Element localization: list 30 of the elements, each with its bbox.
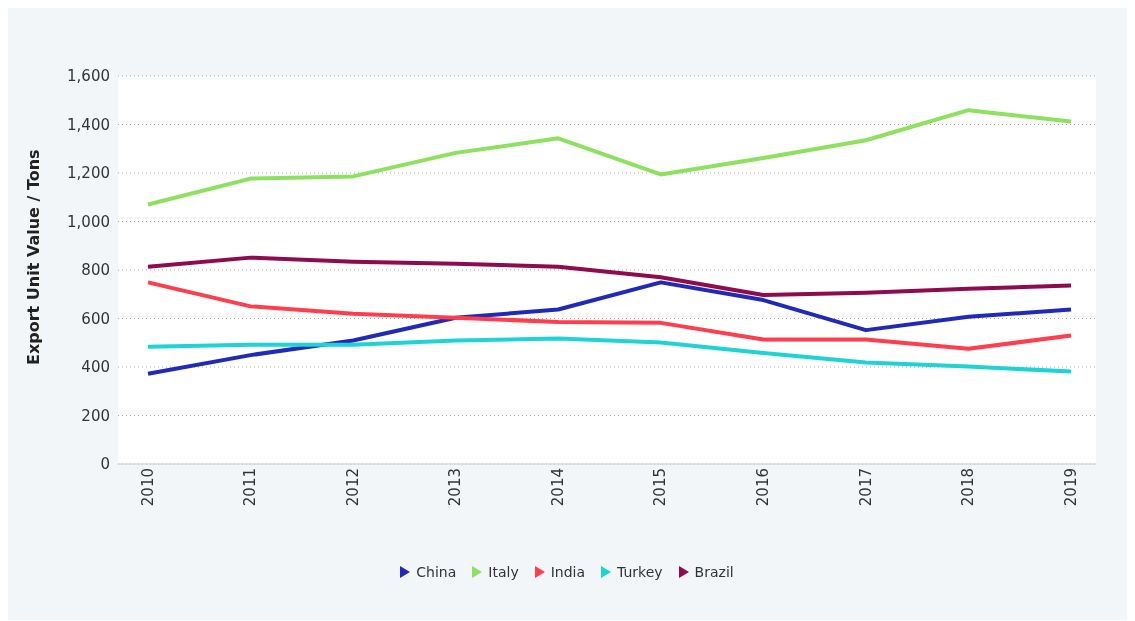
y-tick-label: 800 (81, 261, 110, 280)
x-tick-label: 2013 (446, 468, 465, 507)
y-tick-label: 1,600 (67, 67, 110, 86)
y-tick-label: 200 (81, 406, 110, 425)
x-tick-label: 2017 (856, 468, 875, 507)
x-tick-label: 2019 (1061, 468, 1080, 507)
y-tick-label: 0 (100, 455, 110, 474)
line-series (146, 108, 1073, 207)
legend-label: Turkey (617, 564, 663, 580)
x-tick-label: 2011 (241, 468, 260, 507)
y-tick-label: 1,200 (67, 164, 110, 183)
line-series (146, 280, 1073, 376)
legend-label: China (416, 564, 457, 580)
y-tick-label: 600 (81, 309, 110, 328)
y-tick-label: 400 (81, 358, 110, 377)
x-tick-label: 2016 (753, 468, 772, 507)
line-series (146, 336, 1073, 374)
y-tick-label: 1,000 (67, 212, 110, 231)
y-tick-label: 1,400 (67, 115, 110, 134)
line-series (146, 255, 1073, 297)
x-tick-label: 2018 (959, 468, 978, 507)
x-tick-label: 2015 (651, 468, 670, 507)
legend-label: Brazil (694, 564, 734, 580)
line-series (146, 280, 1073, 351)
x-tick-label: 2014 (548, 468, 567, 507)
legend-label: Italy (488, 564, 519, 580)
x-tick-label: 2010 (138, 468, 157, 507)
x-tick-label: 2012 (343, 468, 362, 507)
y-axis-title: Export Unit Value / Tons (23, 149, 43, 365)
legend-label: India (550, 564, 586, 580)
